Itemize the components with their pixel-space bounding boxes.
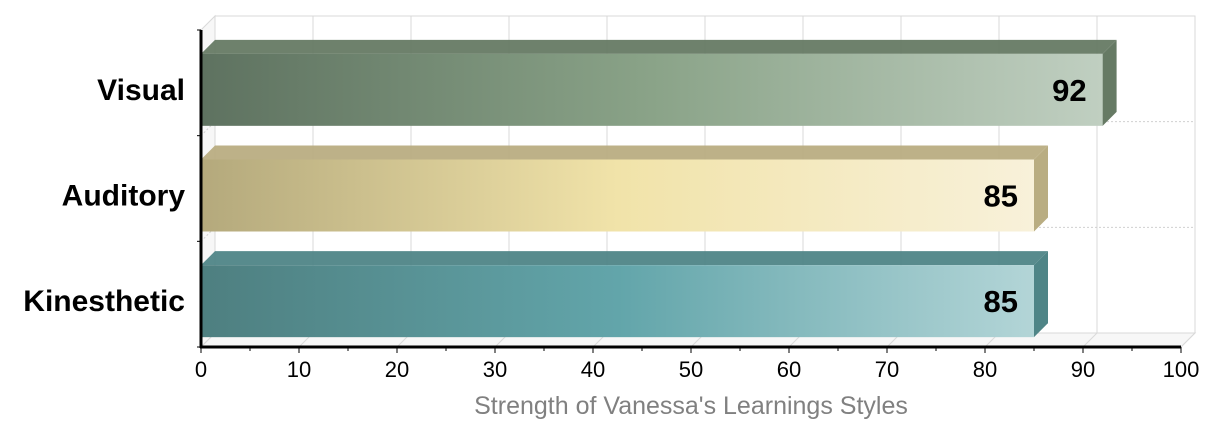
x-tick-label: 80 [973, 357, 997, 382]
x-axis-title: Strength of Vanessa's Learnings Styles [474, 392, 908, 420]
x-tick-label: 20 [385, 357, 409, 382]
x-tick-label: 40 [581, 357, 605, 382]
bar-auditory [201, 159, 1034, 232]
category-label-visual: Visual [97, 74, 185, 107]
category-label-auditory: Auditory [62, 180, 186, 213]
bar-top-auditory [201, 145, 1048, 160]
category-label-kinesthetic: Kinesthetic [23, 285, 185, 318]
x-tick-label: 0 [195, 357, 207, 382]
bar-side-auditory [1034, 145, 1048, 232]
gridline-floor [1180, 332, 1196, 348]
bar-top-kinesthetic [201, 251, 1048, 266]
data-label-visual: 92 [1052, 73, 1086, 108]
bar-side-visual [1102, 39, 1117, 126]
bar-kinesthetic [201, 265, 1034, 338]
bar-top-visual [201, 39, 1117, 54]
bar-side-kinesthetic [1034, 251, 1048, 338]
x-tick-label: 60 [777, 357, 801, 382]
gridline-floor [1082, 332, 1098, 348]
x-tick-label: 70 [875, 357, 899, 382]
bar-visual [201, 53, 1103, 126]
data-label-auditory: 85 [984, 179, 1018, 214]
data-label-kinesthetic: 85 [984, 284, 1018, 319]
x-tick-label: 30 [483, 357, 507, 382]
x-tick-label: 10 [287, 357, 311, 382]
x-tick-label: 90 [1071, 357, 1095, 382]
x-tick-label: 50 [679, 357, 703, 382]
x-tick-label: 100 [1163, 357, 1200, 382]
